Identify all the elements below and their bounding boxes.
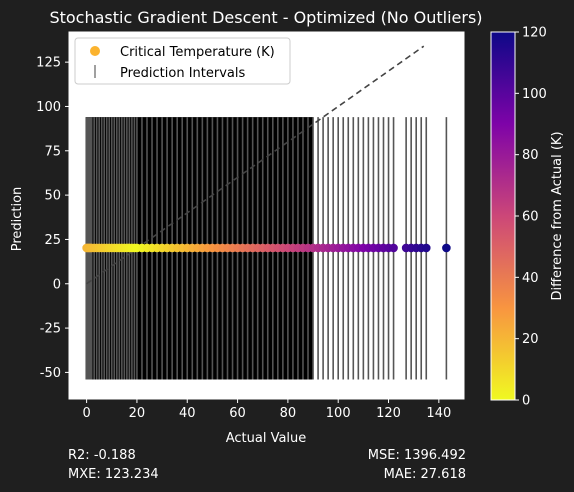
legend-label-prediction-intervals: Prediction Intervals (120, 66, 245, 81)
y-tick-label: 100 (36, 100, 61, 115)
y-tick-label: -25 (40, 322, 61, 337)
y-tick-label: 50 (44, 189, 61, 204)
y-tick-label: -50 (40, 366, 61, 381)
colorbar-label: Difference from Actual (K) (550, 131, 565, 300)
x-tick-label: 0 (82, 406, 90, 421)
mxe-stat: MXE: 123.234 (68, 467, 159, 482)
x-tick-label: 80 (280, 406, 297, 421)
y-tick-label: 25 (44, 233, 61, 248)
x-tick-label: 120 (376, 406, 401, 421)
colorbar: 0 20 40 60 80 100 120 (490, 26, 547, 409)
colorbar-tick-label: 60 (522, 210, 539, 225)
y-tick-label: 0 (53, 277, 61, 292)
mae-stat: MAE: 27.618 (383, 467, 466, 482)
x-tick-label: 60 (229, 406, 246, 421)
colorbar-tick-label: 40 (522, 271, 539, 286)
x-tick-label: 20 (129, 406, 146, 421)
mse-stat: MSE: 1396.492 (367, 448, 466, 463)
x-tick-label: 40 (179, 406, 196, 421)
scatter-point (389, 243, 398, 253)
scatter-point (442, 243, 451, 253)
y-tick-label: 125 (36, 56, 61, 71)
reference-line (86, 45, 425, 285)
colorbar-tick-label: 0 (522, 394, 530, 409)
x-axis-label: Actual Value (226, 431, 307, 446)
plot-frame (68, 31, 465, 400)
y-tick-label: 75 (44, 144, 61, 159)
x-tick-label: 100 (326, 406, 351, 421)
y-axis-label: Prediction (10, 187, 25, 252)
scatter-point (421, 243, 431, 253)
legend-label-critical-temperature: Critical Temperature (K) (120, 45, 275, 60)
x-tick-label: 140 (426, 406, 451, 421)
colorbar-gradient (490, 31, 516, 401)
chart-title: Stochastic Gradient Descent - Optimized … (49, 8, 482, 27)
legend-box (74, 37, 291, 85)
colorbar-tick-label: 20 (522, 332, 539, 347)
legend: Critical Temperature (K) Prediction Inter… (74, 37, 291, 85)
r2-stat: R2: -0.188 (68, 448, 136, 463)
colorbar-tick-label: 120 (522, 26, 547, 41)
legend-marker-critical-temperature (90, 46, 100, 56)
colorbar-tick-label: 80 (522, 148, 539, 163)
plot-area: 0 20 40 60 80 100 120 140 -50 -25 0 25 50 75 100 125 (36, 31, 465, 421)
colorbar-tick-label: 100 (522, 87, 547, 102)
